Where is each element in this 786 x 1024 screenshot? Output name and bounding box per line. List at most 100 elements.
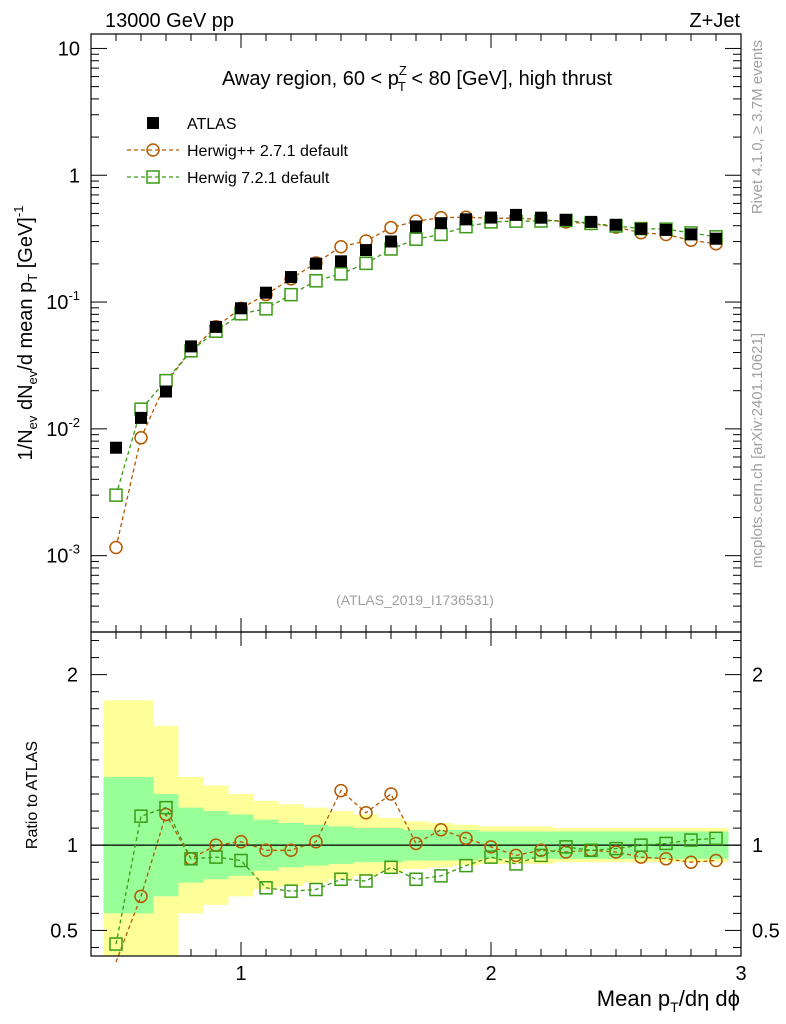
legend-atlas-marker [147,117,159,129]
y-tick-label: 1 [69,165,80,187]
atlas-point [435,217,447,230]
herwigpp-ratio-point [134,889,148,904]
herwig7-ratio-point [184,852,198,866]
atlas-point [635,222,647,235]
atlas-point [585,215,597,228]
herwigpp-ratio-point [484,840,498,854]
herwig7-ratio-point [109,937,123,951]
x-tick-label: 3 [735,963,746,985]
atlas-point [235,302,247,315]
herwig7-ratio-point [659,836,673,851]
herwig7-ratio-point [559,840,573,854]
y-axis-label: 1/Nev dNev/d mean pT [GeV]-1 [11,206,40,461]
herwigpp-ratio-point [384,787,398,801]
herwig7-point [359,256,373,271]
herwigpp-ratio-point [334,783,348,798]
herwig7-ratio-point [159,800,173,815]
ratio-y-tick-label-right: 2 [752,665,763,687]
herwigpp-ratio-point [434,823,448,837]
ratio-y-tick-label-right: 0.5 [752,920,780,942]
ratio-y-tick-label: 0.5 [50,920,78,942]
herwig7-ratio-point [684,833,698,847]
ratio-y-tick-label: 2 [67,665,78,687]
herwig7-ratio-point [209,850,223,864]
herwig7-ratio-point [484,850,498,864]
herwigpp-ratio-point [259,843,273,858]
atlas-point [710,232,722,245]
herwigpp-ratio-point [309,834,323,849]
legend-herwig7-label: Herwig 7.2.1 default [187,170,330,187]
herwig7-ratio-point [434,869,448,883]
x-tick-label: 2 [485,963,496,985]
y-tick-label: 10-3 [46,542,80,568]
plot-title: Away region, 60 < pZ T < 80 [GeV], high t… [222,63,613,94]
herwig7-ratio-point [234,853,248,868]
herwigpp-point [134,431,148,445]
atlas-point [135,411,147,424]
ratio-panel: 0.5 0.5 1 1 2 2 Ratio to ATLAS [24,631,780,963]
atlas-point [310,257,322,270]
rivet-version-note: Rivet 4.1.0, ≥ 3.7M events [749,40,766,214]
herwig7-point [284,287,298,302]
herwig7-ratio-point [134,809,148,823]
herwig7-ratio-point [334,872,348,887]
herwig7-point [434,227,448,242]
herwigpp-ratio-point [459,831,473,846]
herwig7-ratio-point [584,843,598,858]
y-tick-label: 10 [58,38,80,60]
herwig7-ratio-point [284,884,298,898]
herwig7-ratio-point [634,838,648,852]
herwig7-ratio-point [609,841,623,856]
herwig7-ratio-point [459,858,473,873]
atlas-point [185,340,197,353]
herwigpp-point [334,239,348,254]
analysis-watermark: (ATLAS_2019_I1736531) [336,592,494,608]
herwigpp-ratio-point [684,855,698,869]
legend-herwigpp-marker [146,143,160,157]
energy-label: 13000 GeV pp [105,10,234,32]
main-panel: 1 2 3 10 1 10-1 10-2 10-3 Away region, 60 < pZ T… [11,33,747,985]
herwigpp-ratio-point [284,843,298,858]
legend-herwigpp-label: Herwig++ 2.7.1 default [187,143,349,160]
x-axis-label: Mean pT/dη dϕ [597,986,740,1015]
mcplots-reference-note: mcplots.cern.ch [arXiv:2401.10621] [749,333,766,568]
ratio-y-tick-label-right: 1 [752,835,763,857]
ratio-line-herwig7 [115,806,717,945]
x-tick-label: 1 [235,963,246,985]
herwig7-point [409,232,423,246]
process-label: Z+Jet [689,10,740,32]
herwig7-ratio-point [384,860,398,875]
atlas-point [660,223,672,236]
herwigpp-ratio-point [709,853,723,868]
herwigpp-ratio-point [409,836,423,851]
atlas-point [160,385,172,398]
herwigpp-point [384,220,398,235]
herwig7-point [109,488,123,502]
atlas-point [285,271,297,284]
herwig7-ratio-point [509,857,523,871]
atlas-point [485,211,497,224]
herwig7-point [159,373,173,388]
herwigpp-ratio-point [234,834,248,849]
atlas-point [560,213,572,226]
ratio-line-herwigpp [115,789,717,963]
ratio-y-axis-label: Ratio to ATLAS [24,741,41,849]
herwigpp-ratio-point [659,852,673,866]
herwig7-ratio-point [309,882,323,897]
herwig7-ratio-point [709,831,723,846]
herwig7-ratio-point [359,874,373,888]
herwig7-point [259,302,273,316]
atlas-point [535,211,547,224]
herwig7-ratio-point [534,848,548,863]
herwigpp-point [109,540,123,555]
herwig7-ratio-point [259,881,273,895]
atlas-point [510,208,522,221]
herwig7-ratio-point [409,872,423,887]
atlas-point [110,441,122,454]
atlas-point [410,220,422,233]
herwigpp-ratio-point [509,848,523,863]
legend: ATLAS Herwig++ 2.7.1 default Herwig 7.2.… [127,116,349,187]
herwigpp-ratio-point [359,806,373,820]
y-tick-label: 10-1 [46,288,80,314]
